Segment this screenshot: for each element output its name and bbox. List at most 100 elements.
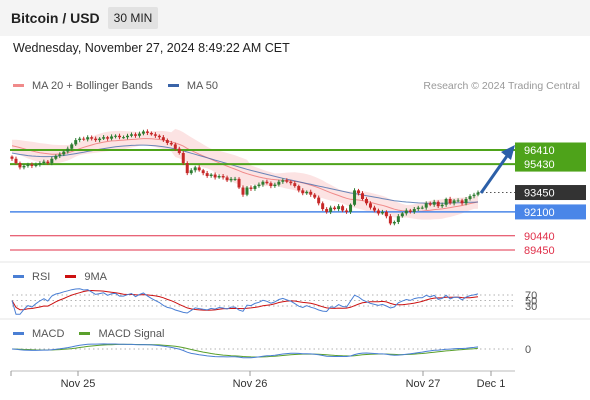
x-tick-label: Nov 25 — [61, 378, 96, 390]
chart-header: Bitcoin / USD 30 MIN — [0, 0, 590, 36]
candle-body — [145, 131, 149, 133]
rsi-legend: RSI 9MA — [13, 271, 107, 283]
candle-body — [126, 135, 130, 138]
candle-body — [329, 207, 333, 212]
level-box-92100 — [515, 204, 586, 220]
candle-body — [14, 158, 18, 164]
research-credit: Research © 2024 Trading Central — [423, 80, 580, 92]
candle-body — [22, 165, 26, 168]
candle-body — [253, 186, 257, 189]
candle-body — [114, 135, 118, 137]
macd-swatch — [13, 331, 24, 335]
candle-body — [448, 198, 452, 204]
macd-signal-line — [11, 343, 479, 358]
candle-body — [285, 180, 289, 182]
rsi-ma-legend-label: 9MA — [84, 271, 108, 283]
candle-body — [345, 210, 349, 212]
candle-body — [460, 200, 464, 204]
candle-body — [408, 210, 412, 212]
rsi-legend-label: RSI — [32, 271, 51, 283]
candle-body — [221, 176, 225, 178]
candle-body — [94, 138, 98, 141]
candle-body — [396, 216, 400, 222]
candle-body — [452, 200, 456, 204]
candle-body — [241, 187, 245, 195]
candle-body — [153, 134, 157, 136]
candle-body — [404, 210, 408, 214]
candle-body — [269, 183, 273, 187]
candle-body — [78, 138, 82, 141]
macd-signal-swatch — [79, 331, 91, 335]
candle-body — [54, 155, 58, 159]
candle-body — [277, 181, 281, 185]
candle-body — [368, 203, 372, 208]
level-box-96410 — [515, 142, 586, 158]
candle-body — [173, 144, 177, 149]
candle-body — [133, 134, 137, 136]
level-label-92100: 92100 — [524, 207, 555, 219]
macd-line — [11, 343, 479, 359]
bollinger-band — [12, 128, 478, 220]
candle-body — [293, 183, 297, 187]
level-label-93450: 93450 — [524, 188, 555, 200]
candle-body — [305, 191, 309, 194]
candle-body — [468, 196, 472, 199]
candle-body — [337, 206, 341, 210]
candle-body — [74, 140, 78, 145]
rsi-level-label: 30 — [525, 301, 537, 313]
candle-body — [325, 209, 329, 212]
candle-body — [122, 137, 126, 139]
rsi-level-label: 50 — [525, 296, 537, 308]
x-tick-label: Dec 1 — [477, 378, 506, 390]
ma20-swatch — [13, 83, 24, 87]
candle-body — [249, 187, 253, 189]
candle-body — [10, 156, 14, 159]
candle-body — [98, 138, 102, 141]
candle-body — [297, 186, 301, 191]
macd-zero-label: 0 — [525, 344, 531, 356]
candle-body — [185, 163, 189, 174]
rsi-line — [11, 288, 479, 315]
candle-body — [181, 153, 185, 164]
candle-body — [412, 209, 416, 212]
candle-body — [18, 163, 22, 168]
candle-body — [380, 211, 384, 214]
candle-body — [50, 158, 54, 164]
candle-body — [424, 203, 428, 208]
candle-body — [456, 200, 460, 202]
candle-body — [273, 184, 277, 187]
timeframe-badge[interactable]: 30 MIN — [108, 7, 158, 29]
candle-body — [38, 163, 42, 165]
level-label-90440: 90440 — [524, 231, 555, 243]
candle-body — [313, 194, 317, 198]
candle-body — [420, 207, 424, 209]
macd-legend: MACD MACD Signal — [13, 328, 164, 340]
candle-body — [205, 173, 209, 177]
candle-body — [118, 135, 122, 138]
candle-body — [309, 191, 313, 195]
price-legend: MA 20 + Bollinger Bands MA 50 — [13, 80, 218, 92]
rsi-level-label: 70 — [525, 290, 537, 302]
candle-body — [102, 137, 106, 139]
candle-body — [237, 178, 241, 188]
candle-body — [436, 201, 440, 207]
level-label-95430: 95430 — [524, 159, 555, 171]
candle-body — [213, 174, 217, 178]
candle-body — [30, 164, 34, 166]
candle-body — [106, 137, 110, 139]
rsi-ma-swatch — [65, 274, 77, 278]
candle-body — [149, 132, 153, 135]
candle-body — [357, 190, 361, 194]
candle-body — [90, 137, 94, 139]
candle-body — [360, 193, 364, 199]
candle-body — [197, 167, 201, 171]
candle-body — [229, 178, 233, 181]
candle-body — [58, 154, 62, 156]
rsi-swatch — [13, 274, 24, 278]
candle-body — [464, 198, 468, 204]
candle-body — [225, 177, 229, 181]
candle-body — [353, 190, 357, 205]
candle-body — [364, 198, 368, 204]
candle-body — [141, 131, 145, 134]
